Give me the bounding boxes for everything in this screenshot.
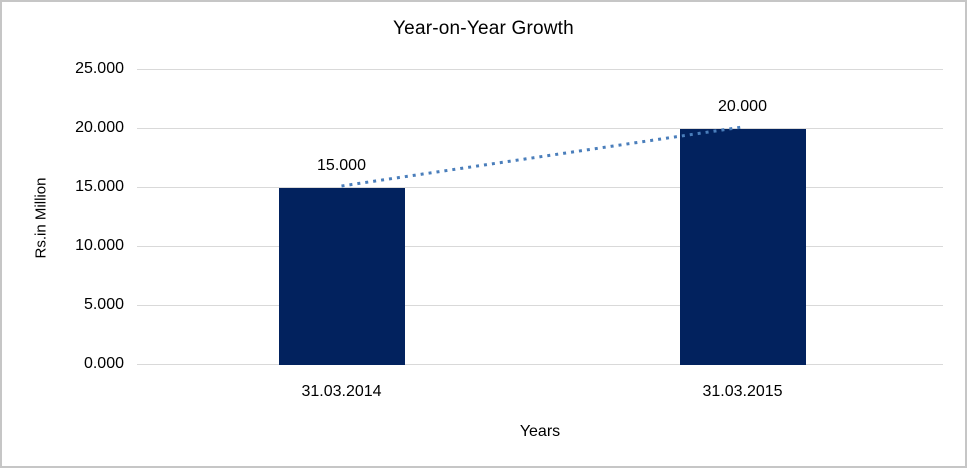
x-axis-title: Years xyxy=(519,423,561,440)
y-tick-label: 25.000 xyxy=(75,60,124,77)
gridline xyxy=(137,187,943,188)
gridline xyxy=(137,128,943,129)
x-tick-label: 31.03.2015 xyxy=(702,383,783,400)
y-tick-label: 10.000 xyxy=(75,237,124,254)
gridline xyxy=(137,69,943,70)
x-tick-label: 31.03.2014 xyxy=(301,383,382,400)
bar-data-label: 15.000 xyxy=(317,157,366,174)
gridline xyxy=(137,305,943,306)
y-tick-label: 20.000 xyxy=(75,119,124,136)
y-tick-label: 15.000 xyxy=(75,178,124,195)
y-axis-title: Rs.in Million xyxy=(32,177,50,259)
bar-31.03.2014 xyxy=(278,188,405,365)
bar-data-label: 20.000 xyxy=(718,98,767,115)
bar-31.03.2015 xyxy=(679,129,806,365)
plot-area xyxy=(137,69,943,365)
chart-title: Year-on-Year Growth xyxy=(393,18,574,39)
trendline-svg xyxy=(341,125,743,188)
gridline xyxy=(137,364,943,365)
y-tick-label: 0.000 xyxy=(83,355,124,372)
gridline xyxy=(137,246,943,247)
y-tick-label: 5.000 xyxy=(83,296,124,313)
